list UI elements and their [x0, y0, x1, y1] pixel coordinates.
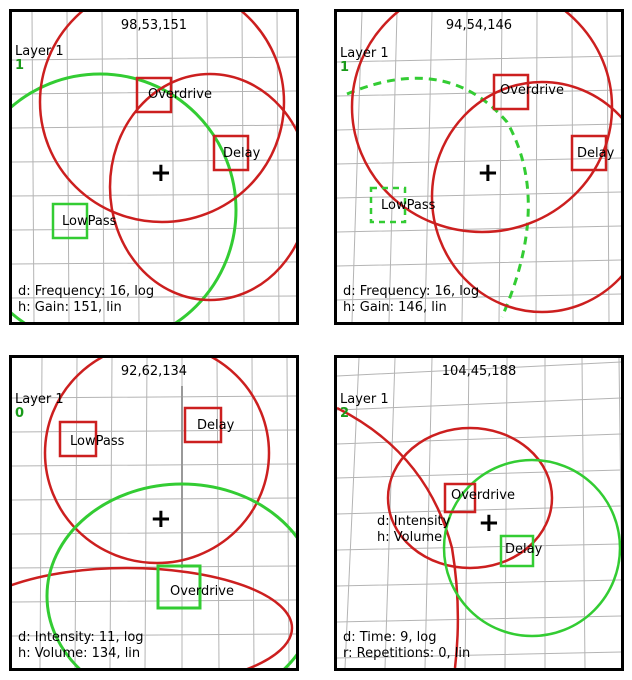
delay-node[interactable] [183, 406, 223, 444]
cursor-coordinates: 92,62,134 [120, 364, 188, 379]
hover-hint-2: h: Volume [377, 530, 443, 545]
status-line-2: h: Volume: 134, lin [18, 646, 141, 661]
delay-node[interactable] [570, 134, 608, 172]
overdrive-range-circle [38, 12, 286, 224]
layer-label: Layer 1 [15, 392, 64, 407]
grid [12, 358, 296, 668]
status-line-2: r: Repetitions: 0, lin [343, 646, 471, 661]
overdrive-node[interactable] [135, 76, 173, 114]
lowpass-node[interactable] [51, 202, 89, 240]
canvas-bottom-right[interactable] [337, 358, 621, 668]
layer-number: 1 [15, 58, 25, 73]
status-line-1: d: Frequency: 16, log [343, 284, 480, 299]
delay-range-circle [430, 80, 621, 314]
delay-node[interactable] [212, 134, 250, 172]
canvas-top-left[interactable] [12, 12, 296, 322]
status-line-2: h: Gain: 146, lin [343, 300, 447, 315]
crosshair-icon: + [150, 158, 172, 188]
lowpass-node[interactable] [58, 420, 98, 458]
delay-node[interactable] [499, 534, 535, 568]
lowpass-range-circle-dashed [346, 76, 530, 318]
lowpass-label: LowPass [62, 214, 117, 229]
delay-range-circle [108, 72, 296, 302]
lowpass-range-circle [12, 72, 238, 322]
panel-top-left[interactable]: 98,53,151 Layer 1 1 Overdrive Delay LowP… [9, 9, 299, 325]
overdrive-node[interactable] [156, 564, 202, 610]
delay-range-circle [442, 458, 621, 638]
cursor-coordinates: 94,54,146 [445, 18, 513, 33]
status-line-1: d: Intensity: 11, log [18, 630, 144, 645]
delay-label: Delay [197, 418, 235, 433]
lowpass-label: LowPass [381, 198, 436, 213]
overdrive-label: Overdrive [451, 488, 515, 503]
crosshair-icon: + [478, 508, 500, 538]
hover-hint-1: d: Intensity [377, 514, 451, 529]
overdrive-range-circle [45, 482, 296, 668]
layer-number: 2 [340, 406, 350, 421]
time-arc [337, 406, 460, 668]
delay-range-circle [12, 566, 294, 668]
grid [337, 12, 621, 322]
overdrive-label: Overdrive [148, 87, 212, 102]
panel-bottom-left[interactable]: 92,62,134 Layer 1 0 LowPass Delay Overdr… [9, 355, 299, 671]
lowpass-node[interactable] [369, 186, 407, 224]
canvas-top-right[interactable] [337, 12, 621, 322]
overdrive-node[interactable] [492, 73, 530, 111]
layer-label: Layer 1 [340, 46, 389, 61]
delay-label: Delay [577, 146, 615, 161]
status-line-1: d: Frequency: 16, log [18, 284, 155, 299]
grid [337, 358, 621, 668]
lowpass-label: LowPass [70, 434, 125, 449]
status-line-1: d: Time: 9, log [343, 630, 437, 645]
overdrive-label: Overdrive [170, 584, 234, 599]
overdrive-label: Overdrive [500, 83, 564, 98]
crosshair-icon: + [477, 158, 499, 188]
cursor-coordinates: 104,45,188 [441, 364, 517, 379]
lowpass-range-circle [43, 358, 271, 565]
layer-number: 0 [15, 406, 25, 421]
layer-label: Layer 1 [340, 392, 389, 407]
layer-number: 1 [340, 60, 350, 75]
panel-bottom-right[interactable]: 104,45,188 Layer 1 2 Overdrive Delay d: … [334, 355, 624, 671]
overdrive-node[interactable] [443, 482, 477, 514]
delay-label: Delay [505, 542, 543, 557]
cursor-coordinates: 98,53,151 [120, 18, 188, 33]
delay-label: Delay [223, 146, 261, 161]
status-line-2: h: Gain: 151, lin [18, 300, 122, 315]
layer-label: Layer 1 [15, 44, 64, 59]
overdrive-range-circle [386, 426, 554, 570]
crosshair-icon: + [150, 504, 172, 534]
panel-top-right[interactable]: 94,54,146 Layer 1 1 Overdrive Delay LowP… [334, 9, 624, 325]
canvas-bottom-left[interactable] [12, 358, 296, 668]
